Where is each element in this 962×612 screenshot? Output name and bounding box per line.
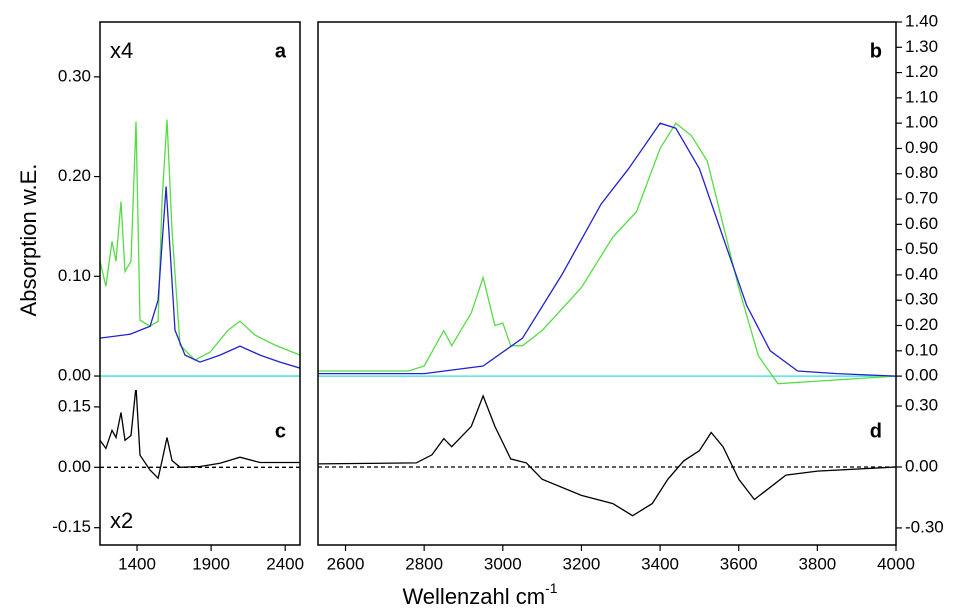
y-tick-label: 0.70 xyxy=(905,189,938,208)
line-series xyxy=(100,186,300,369)
panel-label: a xyxy=(275,40,287,62)
x-tick-label: 4000 xyxy=(877,554,915,573)
x-tick-label: 3600 xyxy=(720,554,758,573)
x-tick-label: 2600 xyxy=(327,554,365,573)
y-tick-label: 0.30 xyxy=(905,290,938,309)
x-axis-label-main: Wellenzahl cm xyxy=(402,584,545,609)
y-tick-label: 0.00 xyxy=(905,456,938,475)
frame xyxy=(99,21,301,546)
panel xyxy=(318,122,896,385)
y-tick-label: 1.10 xyxy=(905,87,938,106)
y-tick-label: 0.00 xyxy=(58,457,91,476)
line-series xyxy=(318,394,896,517)
x-tick-label: 1900 xyxy=(192,554,230,573)
y-tick-label: 0.00 xyxy=(58,366,91,385)
y-tick-label: 0.30 xyxy=(58,66,91,85)
y-tick-label: 1.20 xyxy=(905,62,938,81)
y-tick-label: -0.30 xyxy=(905,517,944,536)
y-tick-label: 1.40 xyxy=(905,11,938,30)
line-series xyxy=(100,390,300,480)
panel-label: c xyxy=(275,420,286,442)
frame xyxy=(317,21,897,546)
panel xyxy=(100,119,300,377)
y-tick-label: 1.30 xyxy=(905,37,938,56)
y-tick-label: 0.60 xyxy=(905,214,938,233)
x-tick-label: 3400 xyxy=(641,554,679,573)
y-tick-label: 0.40 xyxy=(905,264,938,283)
y-tick-label: 0.20 xyxy=(905,315,938,334)
x-tick-label: 2800 xyxy=(405,554,443,573)
y-axis-label: Absorption w.E. xyxy=(16,164,41,317)
line-series xyxy=(318,122,896,385)
panel xyxy=(100,390,300,480)
x-axis-label-sup: -1 xyxy=(545,580,558,596)
x-tick-label: 1400 xyxy=(118,554,156,573)
y-tick-label: 1.00 xyxy=(905,113,938,132)
x-tick-label: 3800 xyxy=(798,554,836,573)
line-series xyxy=(100,119,300,361)
x-tick-label: 3200 xyxy=(563,554,601,573)
x-tick-label: 3000 xyxy=(484,554,522,573)
y-tick-label: 0.80 xyxy=(905,163,938,182)
y-tick-label: -0.15 xyxy=(52,517,91,536)
y-tick-label: 0.30 xyxy=(905,396,938,415)
y-tick-label: 0.10 xyxy=(905,340,938,359)
y-tick-label: 0.15 xyxy=(58,396,91,415)
panel-label: b xyxy=(870,40,882,62)
annotation: x4 xyxy=(110,38,133,63)
y-tick-label: 0.90 xyxy=(905,138,938,157)
annotation: x2 xyxy=(110,508,133,533)
x-tick-label: 2400 xyxy=(266,554,304,573)
panel-label: d xyxy=(870,420,882,442)
y-tick-label: 0.50 xyxy=(905,239,938,258)
x-axis-label: Wellenzahl cm-1 xyxy=(402,580,557,609)
panel xyxy=(318,394,896,517)
y-tick-label: 0.00 xyxy=(905,366,938,385)
y-tick-label: 0.20 xyxy=(58,166,91,185)
line-series xyxy=(318,122,896,377)
y-tick-label: 0.10 xyxy=(58,266,91,285)
